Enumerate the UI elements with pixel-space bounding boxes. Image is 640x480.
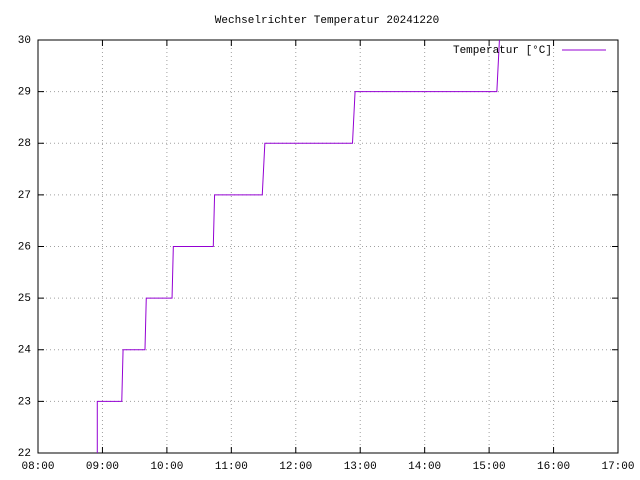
x-tick-label: 16:00	[537, 461, 570, 473]
x-tick-label: 08:00	[21, 461, 54, 473]
y-tick-label: 27	[18, 190, 31, 202]
y-tick-label: 22	[18, 448, 31, 460]
y-tick-label: 24	[18, 345, 32, 357]
x-tick-label: 17:00	[601, 461, 634, 473]
x-tick-label: 09:00	[86, 461, 119, 473]
data-line	[96, 40, 500, 453]
x-tick-label: 14:00	[408, 461, 441, 473]
x-tick-label: 12:00	[279, 461, 312, 473]
y-tick-label: 28	[18, 138, 31, 150]
y-tick-label: 25	[18, 293, 31, 305]
legend-label: Temperatur [°C]	[453, 45, 552, 57]
chart-title: Wechselrichter Temperatur 20241220	[215, 15, 439, 27]
x-tick-label: 15:00	[473, 461, 506, 473]
y-tick-label: 29	[18, 87, 31, 99]
y-tick-label: 23	[18, 396, 31, 408]
y-tick-label: 26	[18, 241, 31, 253]
x-tick-label: 10:00	[150, 461, 183, 473]
x-tick-label: 13:00	[344, 461, 377, 473]
y-tick-label: 30	[18, 35, 31, 47]
plot-frame	[37, 39, 619, 454]
x-tick-label: 11:00	[215, 461, 248, 473]
